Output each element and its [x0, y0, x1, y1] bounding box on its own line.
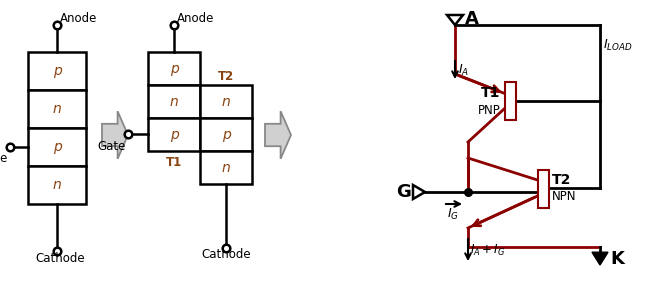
Text: Cathode: Cathode — [35, 251, 84, 265]
Bar — [148, 118, 200, 151]
Text: T2: T2 — [551, 173, 571, 187]
Text: A: A — [465, 10, 479, 28]
Text: Cathode: Cathode — [201, 248, 251, 261]
Text: n: n — [53, 178, 61, 192]
Text: T1: T1 — [166, 156, 182, 169]
Bar — [200, 85, 252, 118]
Text: Gate: Gate — [98, 139, 126, 152]
Bar — [148, 85, 200, 118]
Text: p: p — [170, 127, 178, 142]
Text: T2: T2 — [218, 71, 234, 84]
Polygon shape — [265, 111, 291, 159]
Text: n: n — [170, 95, 178, 108]
Polygon shape — [102, 111, 128, 159]
Text: p: p — [170, 62, 178, 76]
Text: n: n — [53, 102, 61, 116]
Text: p: p — [222, 127, 230, 142]
Text: Anode: Anode — [60, 11, 98, 25]
Text: p: p — [53, 64, 61, 78]
Text: Gate: Gate — [0, 152, 8, 166]
Text: T1: T1 — [481, 86, 500, 100]
Text: p: p — [53, 140, 61, 154]
Text: NPN: NPN — [551, 190, 576, 204]
Text: n: n — [222, 95, 230, 108]
Text: n: n — [222, 161, 230, 175]
Text: $I_G$: $I_G$ — [447, 207, 459, 222]
Bar — [200, 118, 252, 151]
Text: $I_A$: $I_A$ — [458, 62, 469, 78]
Bar — [28, 90, 86, 128]
Text: PNP: PNP — [478, 103, 500, 117]
Bar — [504, 82, 515, 120]
Text: G: G — [396, 183, 411, 201]
Bar — [538, 170, 549, 208]
Text: $I_A+I_G$: $I_A+I_G$ — [470, 242, 505, 258]
Text: $I_{LOAD}$: $I_{LOAD}$ — [603, 38, 632, 52]
Bar — [28, 128, 86, 166]
Bar — [148, 52, 200, 85]
Text: K: K — [610, 250, 624, 268]
Bar — [28, 166, 86, 204]
Bar — [200, 151, 252, 184]
Text: Anode: Anode — [177, 11, 214, 25]
Bar — [28, 52, 86, 90]
Polygon shape — [592, 252, 608, 265]
